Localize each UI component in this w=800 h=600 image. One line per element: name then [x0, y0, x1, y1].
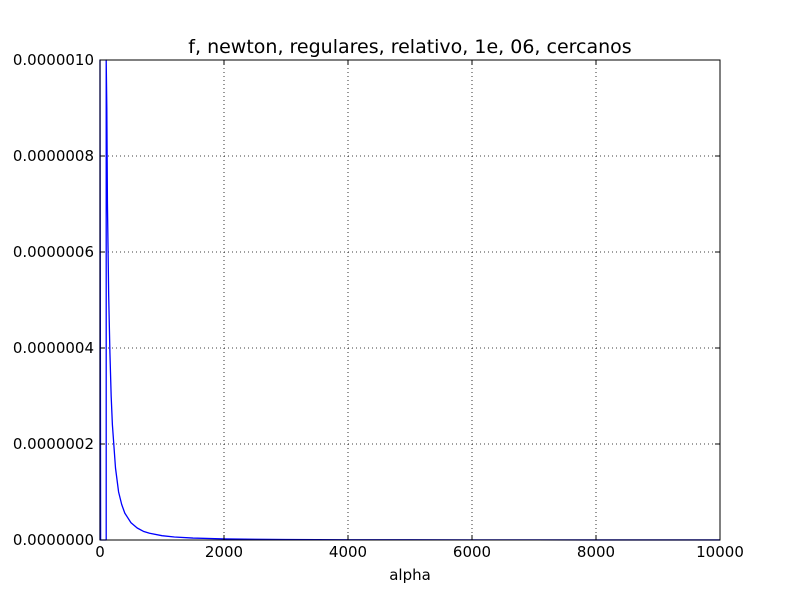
y-tick-label: 0.0000002 [13, 435, 94, 453]
x-tick-label: 2000 [205, 543, 243, 561]
grid [100, 60, 720, 540]
axis-ticks: 0 2000 4000 6000 8000 10000 0.0000000 0.0000002… [13, 51, 744, 561]
plot-frame [99, 59, 721, 541]
y-tick-label: 0.0000004 [13, 339, 94, 357]
x-tick-label: 10000 [696, 543, 744, 561]
plot-area [99, 59, 721, 541]
x-tick-label: 6000 [453, 543, 491, 561]
x-axis-label: alpha [389, 566, 431, 584]
y-tick-label: 0.0000008 [13, 147, 94, 165]
y-tick-label: 0.0000000 [13, 531, 94, 549]
y-tick-label: 0.0000006 [13, 243, 94, 261]
x-tick-label: 0 [95, 543, 105, 561]
chart-title: f, newton, regulares, relativo, 1e, 06, … [188, 36, 631, 58]
series-line-0 [99, 59, 721, 541]
x-tick-label: 8000 [577, 543, 615, 561]
x-tick-label: 4000 [329, 543, 367, 561]
y-tick-label: 0.0000010 [13, 51, 94, 69]
